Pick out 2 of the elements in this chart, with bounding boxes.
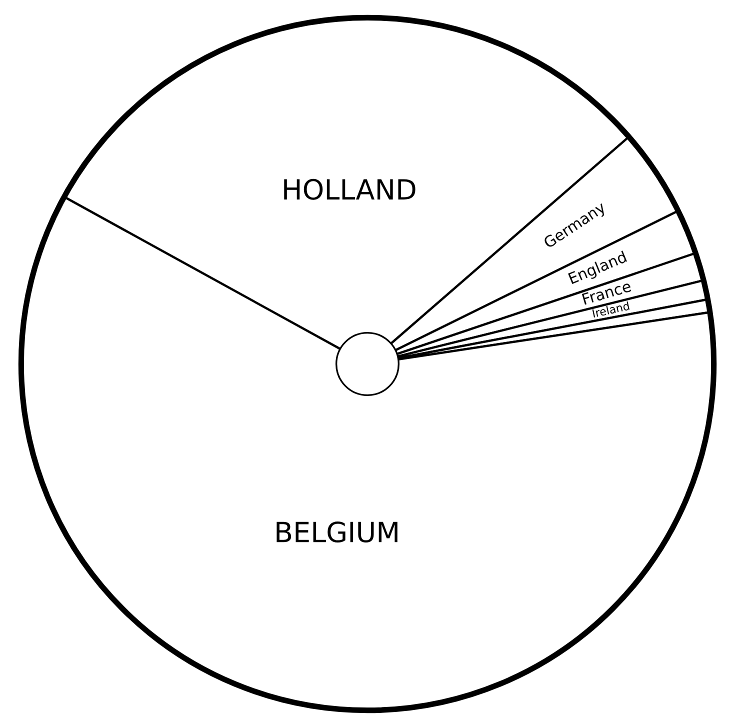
slice-label: BELGIUM [276, 522, 398, 543]
slice-label: HOLLAND [284, 178, 416, 200]
